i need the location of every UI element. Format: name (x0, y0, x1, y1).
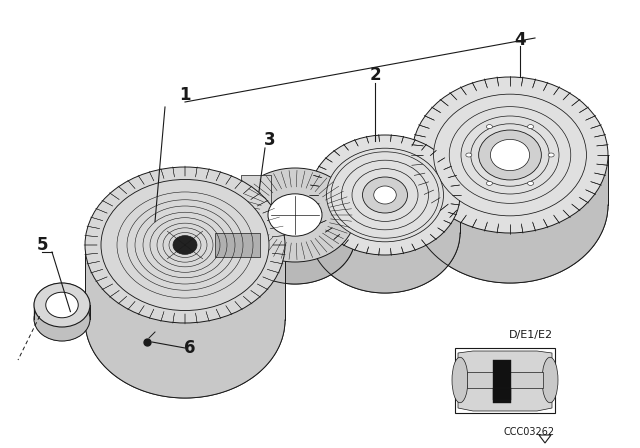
Ellipse shape (362, 177, 408, 213)
Polygon shape (310, 195, 460, 293)
Ellipse shape (235, 168, 355, 262)
Ellipse shape (433, 94, 586, 216)
Ellipse shape (310, 173, 460, 293)
Ellipse shape (374, 186, 396, 204)
Ellipse shape (486, 181, 492, 185)
Ellipse shape (101, 180, 269, 310)
Polygon shape (215, 233, 260, 257)
Ellipse shape (527, 125, 534, 129)
Ellipse shape (310, 135, 460, 255)
Text: 4: 4 (514, 31, 526, 49)
Polygon shape (235, 215, 355, 284)
Text: D/E1/E2: D/E1/E2 (509, 330, 553, 340)
Ellipse shape (412, 77, 608, 233)
Polygon shape (241, 175, 271, 206)
Bar (455, 348, 555, 413)
Ellipse shape (479, 130, 541, 180)
Ellipse shape (268, 216, 322, 258)
Bar (493, 388, 511, 400)
Text: 5: 5 (36, 236, 48, 254)
Polygon shape (85, 245, 285, 398)
Ellipse shape (268, 194, 322, 236)
Text: 1: 1 (179, 86, 191, 104)
Ellipse shape (412, 127, 608, 283)
Bar (467, 372, 543, 388)
Ellipse shape (452, 357, 468, 403)
Text: 3: 3 (264, 131, 276, 149)
Ellipse shape (173, 236, 197, 254)
Text: 2: 2 (369, 66, 381, 84)
Ellipse shape (85, 242, 285, 398)
Polygon shape (458, 351, 552, 411)
Ellipse shape (548, 153, 554, 157)
Ellipse shape (490, 139, 530, 171)
Bar (493, 360, 511, 403)
Ellipse shape (466, 153, 472, 157)
Ellipse shape (235, 190, 355, 284)
Ellipse shape (326, 148, 444, 242)
Ellipse shape (46, 292, 78, 318)
Ellipse shape (527, 181, 534, 185)
Ellipse shape (85, 167, 285, 323)
Ellipse shape (486, 125, 492, 129)
Ellipse shape (34, 297, 90, 341)
Polygon shape (412, 155, 608, 283)
Ellipse shape (542, 357, 558, 403)
Text: 6: 6 (184, 339, 196, 357)
Text: CCC03262: CCC03262 (504, 427, 555, 437)
Ellipse shape (34, 283, 90, 327)
